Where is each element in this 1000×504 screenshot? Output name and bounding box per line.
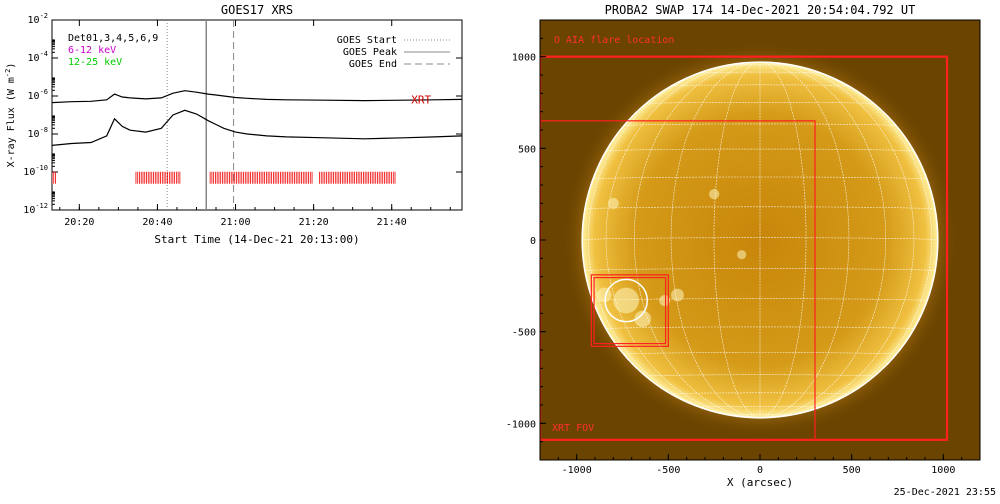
xrt-fov-label: XRT FOV [552,423,594,434]
bright-region [613,288,639,314]
detector-legend-entry: 6-12 keV [68,45,116,56]
swap-x-label: X (arcsec) [727,476,793,489]
x-tick-label: 20:40 [142,217,172,228]
bright-region [608,198,619,209]
goes-lightcurve-panel: GOES17 XRS 10-12 10-10 10-8 10-6 10-4 10-2 20… [4,3,462,246]
y-tick-label: 500 [518,144,536,155]
y-tick-label: 10-6 [28,88,48,102]
x-tick-label: 0 [757,465,763,476]
aia-flare-label: O AIA flare location [554,35,674,46]
y-tick-label: 10-10 [23,164,48,178]
x-tick-label: -500 [656,465,680,476]
y-tick-label: 10-2 [28,12,48,26]
bright-region [597,288,612,303]
series-line-high [52,110,462,145]
x-tick-label: 500 [843,465,861,476]
x-tick-label: 21:00 [220,217,250,228]
x-tick-label: 21:20 [299,217,329,228]
x-tick-label: -1000 [562,465,592,476]
lightcurve-y-label: X-ray Flux (W m-2) [4,63,17,168]
lightcurve-title: GOES17 XRS [221,3,293,17]
lightcurve-x-label: Start Time (14-Dec-21 20:13:00) [154,233,359,246]
series-line-low [52,91,462,103]
y-tick-label: 10-4 [28,50,48,64]
goes-event-lines [167,20,233,210]
detector-legend-entry: 12-25 keV [68,57,122,68]
xrt-observation-ticks [52,172,395,184]
y-tick-label: 0 [530,236,536,247]
swap-image-title: PROBA2 SWAP 174 14-Dec-2021 20:54:04.792… [605,3,916,17]
bright-region [709,189,719,199]
event-legend-label: GOES Start [337,35,397,46]
detector-legend-entry: Det01,3,4,5,6,9 [68,33,158,44]
x-tick-label: 1000 [931,465,955,476]
y-tick-label: 10-12 [23,202,48,216]
lightcurve-series [52,91,462,146]
x-tick-label: 20:20 [64,217,94,228]
bright-region [737,250,746,259]
y-tick-label: -1000 [506,419,536,430]
xrt-label: XRT [411,94,431,107]
event-legend-label: GOES Peak [343,47,397,58]
y-tick-label: 1000 [512,53,536,64]
plot-timestamp: 25-Dec-2021 23:55 [894,487,996,498]
swap-image-panel: PROBA2 SWAP 174 14-Dec-2021 20:54:04.792… [506,3,980,489]
x-tick-label: 21:40 [377,217,407,228]
event-legend-label: GOES End [349,59,397,70]
y-tick-label: -500 [512,328,536,339]
bright-region [671,289,684,302]
y-tick-label: 10-8 [28,126,48,140]
